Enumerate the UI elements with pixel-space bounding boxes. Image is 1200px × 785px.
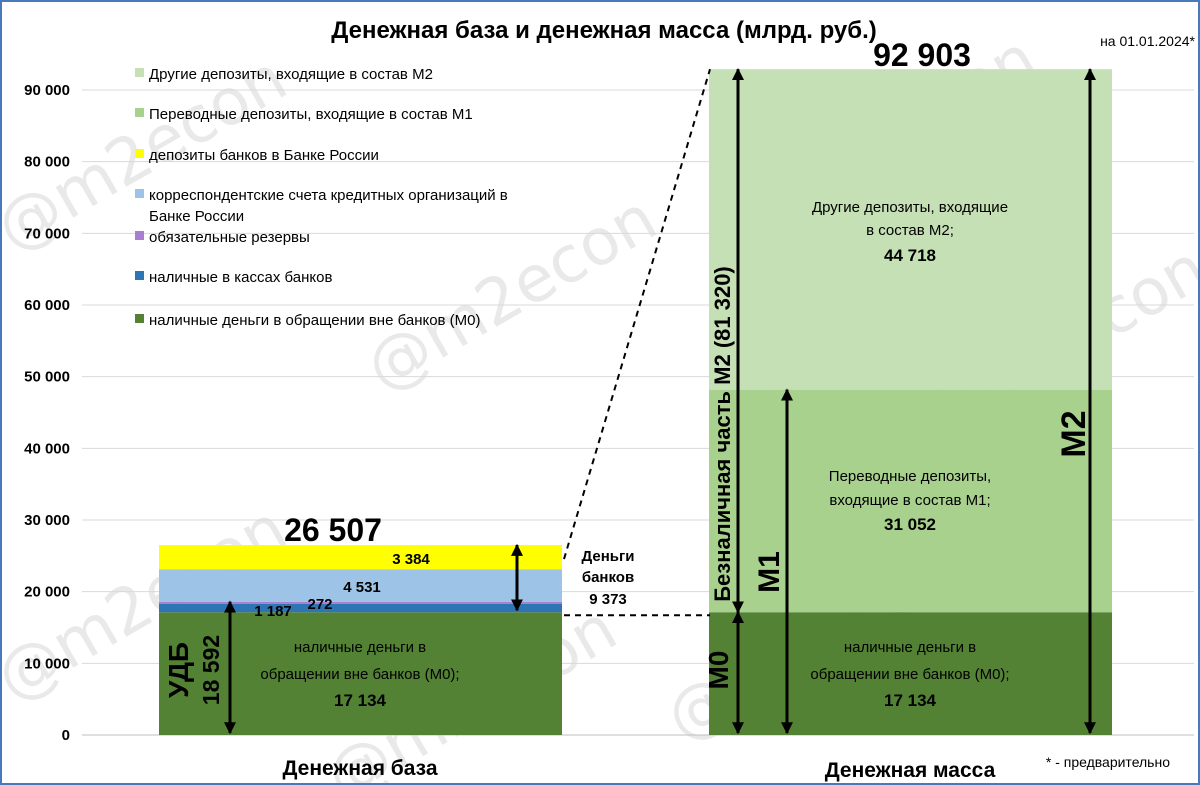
segment-labels: наличные деньги в обращении вне банков (М… xyxy=(254,199,1009,710)
udb-value: 18 592 xyxy=(198,635,224,705)
y-tick-label: 0 xyxy=(62,727,70,744)
noncash-m2-label: Безналичная часть М2 (81 320) xyxy=(710,266,735,602)
label-other-line1: Другие депозиты, входящие xyxy=(812,199,1008,216)
annotations: УДБ 18 592 М0 М1 М2 Безналичная часть М2 (81 … xyxy=(163,67,1096,735)
legend-label-4: обязательные резервы xyxy=(149,229,310,246)
udb-label: УДБ xyxy=(163,642,194,698)
total-label-mass: 92 903 xyxy=(873,37,971,73)
y-tick-label: 30 000 xyxy=(24,512,70,529)
bar-segment-base-1 xyxy=(159,603,562,613)
label-mass-m0-line2: обращении вне банков (М0); xyxy=(810,666,1009,683)
bar-segment-mass-5 xyxy=(709,389,1112,613)
label-base-m0-line2: обращении вне банков (М0); xyxy=(260,666,459,683)
bar-segment-mass-0 xyxy=(709,612,1112,735)
label-other-line2: в состав М2; xyxy=(866,222,954,239)
bar-segment-base-2 xyxy=(159,601,562,604)
legend-label-3-line2: Банке России xyxy=(149,208,244,225)
bank-money-line2: банков xyxy=(582,569,634,586)
legend-swatch-5 xyxy=(135,271,144,280)
label-reserves: 272 xyxy=(307,596,332,613)
y-axis-ticks: 0 10 000 20 000 30 000 40 000 50 000 60 000 70 … xyxy=(24,82,70,744)
label-base-m0-line1: наличные деньги в xyxy=(294,639,426,656)
m0-label: М0 xyxy=(703,651,734,690)
y-tick-label: 80 000 xyxy=(24,154,70,171)
y-tick-label: 90 000 xyxy=(24,82,70,99)
legend-swatch-1 xyxy=(135,108,144,117)
label-transfer-line2: входящие в состав М1; xyxy=(829,492,990,509)
chart-title: Денежная база и денежная масса (млрд. ру… xyxy=(331,17,877,44)
bank-money-value: 9 373 xyxy=(589,591,627,608)
footnote: * - предварительно xyxy=(1046,754,1170,770)
legend-label-1: Переводные депозиты, входящие в состав М… xyxy=(149,106,473,123)
y-tick-label: 20 000 xyxy=(24,584,70,601)
dashed-connector-top xyxy=(563,68,711,560)
label-other-value: 44 718 xyxy=(884,246,936,265)
y-tick-label: 40 000 xyxy=(24,440,70,457)
label-transfer-value: 31 052 xyxy=(884,515,936,534)
legend-label-6: наличные деньги в обращении вне банков (… xyxy=(149,312,481,329)
y-tick-label: 10 000 xyxy=(24,655,70,672)
m2-label: М2 xyxy=(1055,410,1093,457)
y-tick-label: 70 000 xyxy=(24,225,70,242)
label-cash-in-banks: 1 187 xyxy=(254,603,292,620)
label-mass-m0-line1: наличные деньги в xyxy=(844,639,976,656)
legend-swatch-0 xyxy=(135,68,144,77)
category-label-mass: Денежная масса xyxy=(825,759,996,782)
legend-swatch-4 xyxy=(135,231,144,240)
label-deposits-cbr: 3 384 xyxy=(392,551,430,568)
category-label-base: Денежная база xyxy=(282,757,437,780)
date-note: на 01.01.2024* xyxy=(1100,33,1195,49)
legend-label-0: Другие депозиты, входящие в состав М2 xyxy=(149,66,433,83)
bar-segment-base-4 xyxy=(159,545,562,570)
legend: Другие депозиты, входящие в состав М2 Пер… xyxy=(135,66,508,329)
label-mass-m0-value: 17 134 xyxy=(884,691,937,710)
bank-money-line1: Деньги xyxy=(582,548,635,565)
label-corr-accounts: 4 531 xyxy=(343,579,381,596)
bars xyxy=(159,69,1112,735)
legend-swatch-6 xyxy=(135,314,144,323)
bar-segment-base-3 xyxy=(159,569,562,602)
bar-segment-mass-6 xyxy=(709,69,1112,390)
legend-swatch-3 xyxy=(135,189,144,198)
total-label-base: 26 507 xyxy=(284,512,382,548)
y-tick-label: 50 000 xyxy=(24,369,70,386)
y-tick-label: 60 000 xyxy=(24,297,70,314)
legend-label-5: наличные в кассах банков xyxy=(149,269,332,286)
label-transfer-line1: Переводные депозиты, xyxy=(829,468,991,485)
label-base-m0-value: 17 134 xyxy=(334,691,387,710)
watermark-text: @m2econ xyxy=(354,181,669,406)
m1-label: М1 xyxy=(753,551,786,593)
legend-swatch-2 xyxy=(135,149,144,158)
legend-label-3: корреспондентские счета кредитных органи… xyxy=(149,187,508,204)
legend-label-2: депозиты банков в Банке России xyxy=(149,147,379,164)
